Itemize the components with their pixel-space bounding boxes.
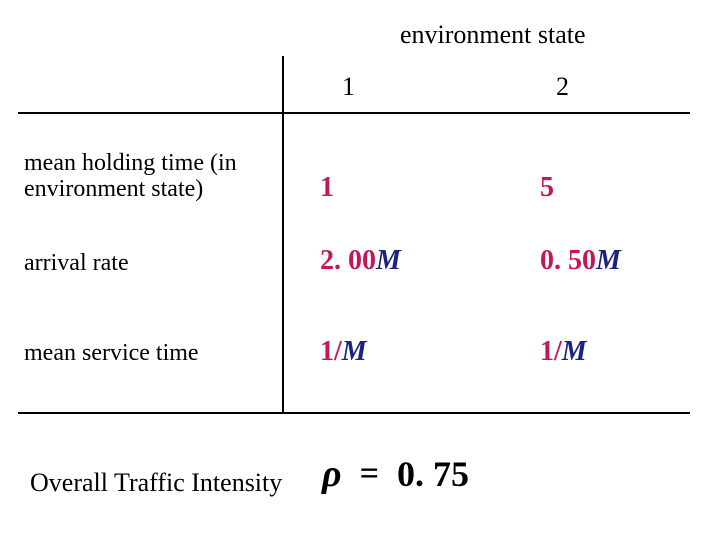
vertical-divider <box>282 56 284 412</box>
cell-num: 5 <box>540 172 554 203</box>
row-label-service-time: mean service time <box>24 340 199 366</box>
cell-num: 1/ <box>320 336 342 367</box>
top-rule <box>18 112 690 114</box>
bottom-rule <box>18 412 690 414</box>
cell-r1-c1: 1 <box>320 172 334 204</box>
cell-num: 1/ <box>540 336 562 367</box>
cell-r3-c2: 1/M <box>540 336 587 368</box>
cell-r2-c2: 0. 50M <box>540 245 621 277</box>
cell-r1-c2: 5 <box>540 172 554 204</box>
equals-sign: = <box>360 455 379 493</box>
col-head-2: 2 <box>556 72 569 102</box>
slide-container: environment state 1 2 mean holding time … <box>0 0 720 540</box>
cell-r2-c1: 2. 00M <box>320 245 401 277</box>
cell-num: 2. 00 <box>320 245 376 276</box>
footer-equation: ρ = 0. 75 <box>322 452 469 496</box>
cell-var: M <box>376 245 401 276</box>
row-label-arrival-rate: arrival rate <box>24 250 129 276</box>
row-label-holding-time: mean holding time (in environment state) <box>24 150 274 203</box>
cell-var: M <box>342 336 367 367</box>
cell-var: M <box>596 245 621 276</box>
rho-symbol: ρ <box>322 452 342 496</box>
col-head-1: 1 <box>342 72 355 102</box>
cell-var: M <box>562 336 587 367</box>
table-header: environment state <box>400 20 586 50</box>
cell-num: 0. 50 <box>540 245 596 276</box>
cell-num: 1 <box>320 172 334 203</box>
footer-label: Overall Traffic Intensity <box>30 468 282 498</box>
footer-value: 0. 75 <box>397 453 469 495</box>
cell-r3-c1: 1/M <box>320 336 367 368</box>
